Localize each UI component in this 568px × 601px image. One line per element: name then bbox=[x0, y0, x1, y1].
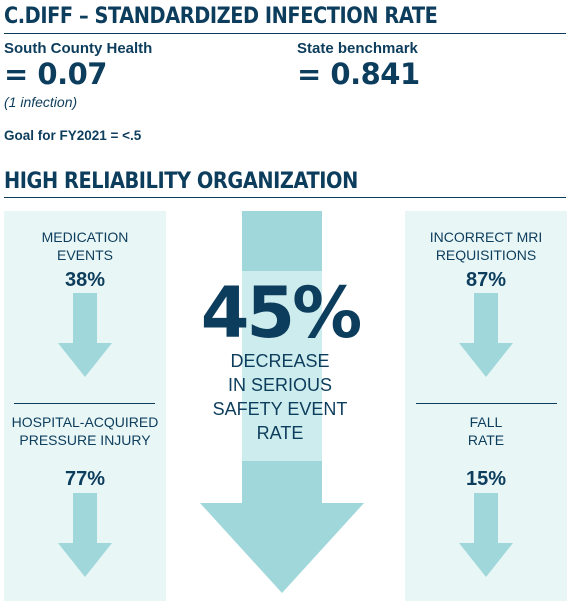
down-arrow-icon bbox=[459, 493, 513, 577]
goal-text: Goal for FY2021 = <.5 bbox=[4, 128, 142, 143]
mri-requisitions-value: 87% bbox=[465, 269, 507, 291]
center-percent-value: 45% bbox=[200, 272, 363, 354]
cdiff-heading-rule bbox=[4, 33, 566, 34]
fall-rate-label-2: RATE bbox=[467, 432, 505, 448]
down-arrow-icon bbox=[459, 293, 513, 377]
hro-heading-rule bbox=[4, 197, 566, 198]
medication-events-label-2: EVENTS bbox=[56, 247, 113, 263]
state-benchmark-value: = 0.841 bbox=[297, 57, 420, 91]
pressure-injury-label-2: PRESSURE INJURY bbox=[19, 432, 151, 448]
down-arrow-icon bbox=[58, 493, 112, 577]
center-line-2: IN SERIOUS bbox=[227, 375, 333, 395]
south-county-value: = 0.07 bbox=[4, 57, 107, 91]
cdiff-heading: C.DIFF – STANDARDIZED INFECTION RATE bbox=[4, 4, 438, 29]
medication-events-value: 38% bbox=[64, 269, 106, 291]
center-line-3: SAFETY EVENT bbox=[212, 399, 348, 419]
fall-rate-value: 15% bbox=[465, 468, 507, 490]
center-line-1: DECREASE bbox=[230, 351, 330, 371]
center-down-arrow-icon bbox=[200, 211, 364, 593]
pressure-injury-value: 77% bbox=[64, 468, 106, 490]
right-divider bbox=[416, 403, 557, 404]
mri-requisitions-label-1: INCORRECT MRI bbox=[429, 229, 543, 245]
state-benchmark-label: State benchmark bbox=[297, 40, 418, 57]
left-divider bbox=[14, 403, 155, 404]
hro-heading: HIGH RELIABILITY ORGANIZATION bbox=[4, 169, 358, 194]
center-line-4: RATE bbox=[256, 423, 304, 443]
fall-rate-label-1: FALL bbox=[469, 414, 503, 430]
pressure-injury-label-1: HOSPITAL-ACQUIRED bbox=[11, 414, 159, 430]
medication-events-label-1: MEDICATION bbox=[41, 229, 129, 245]
south-county-label: South County Health bbox=[4, 40, 153, 57]
down-arrow-icon bbox=[58, 293, 112, 377]
mri-requisitions-label-2: REQUISITIONS bbox=[435, 247, 537, 263]
south-county-note: (1 infection) bbox=[4, 94, 78, 110]
